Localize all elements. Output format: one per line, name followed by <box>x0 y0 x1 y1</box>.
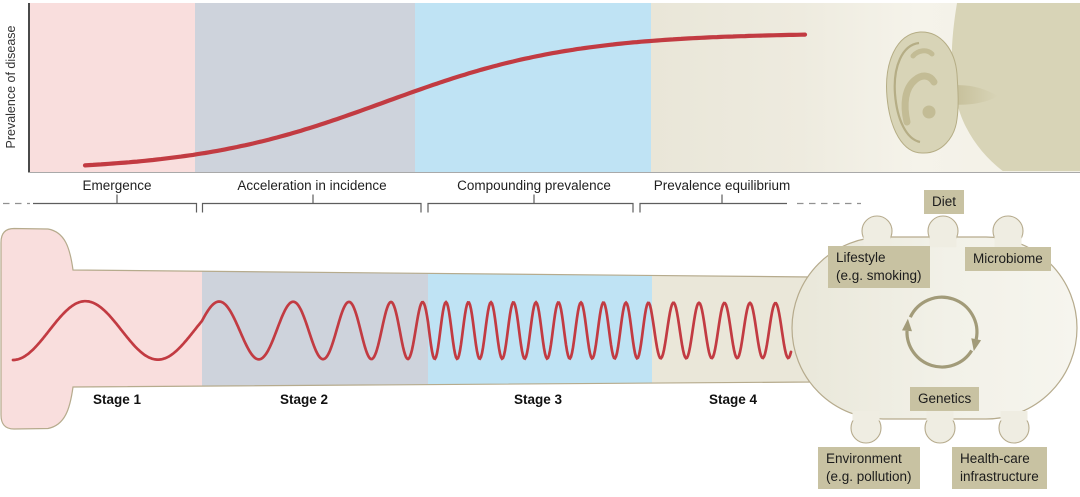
ear-icon <box>886 31 998 154</box>
chart-band-emergence <box>28 3 195 172</box>
factor-label-text: Lifestyle <box>836 250 886 265</box>
factor-label-text: (e.g. smoking) <box>836 268 922 284</box>
factor-label-text: Microbiome <box>973 251 1043 266</box>
cycle-arrows-icon <box>902 295 982 369</box>
factor-label-text: infrastructure <box>960 469 1039 485</box>
factor-label-text: Environment <box>826 451 902 466</box>
chart-band-compounding <box>415 3 651 172</box>
factor-label-genetics: Genetics <box>910 387 980 412</box>
phase-label-equilibrium: Prevalence equilibrium <box>653 178 791 193</box>
phase-label-acceleration: Acceleration in incidence <box>237 178 387 193</box>
stage-label-2: Stage 2 <box>279 392 329 407</box>
stage-label-3: Stage 3 <box>513 392 563 407</box>
bracket-compounding <box>427 202 634 213</box>
factor-label-text: Health-care <box>960 451 1030 466</box>
stage-label-1: Stage 1 <box>92 392 142 407</box>
factor-label-text: Genetics <box>918 391 972 406</box>
factor-label-lifestyle: Lifestyle (e.g. smoking) <box>828 246 930 289</box>
factor-label-microbiome: Microbiome <box>965 247 1051 272</box>
x-axis-line <box>28 171 1080 173</box>
factor-label-healthcare: Health-care infrastructure <box>952 447 1047 490</box>
factor-label-text: Diet <box>932 194 957 209</box>
chart-band-acceleration <box>195 3 415 172</box>
bracket-emergence <box>33 202 198 213</box>
incidence-wave <box>11 299 793 362</box>
stage-label-4: Stage 4 <box>708 392 758 407</box>
factor-label-diet: Diet <box>924 190 965 215</box>
prevalence-curve <box>82 32 808 168</box>
factor-label-environment: Environment (e.g. pollution) <box>818 447 920 490</box>
head-silhouette <box>951 3 1080 171</box>
factor-label-text: (e.g. pollution) <box>826 469 912 485</box>
bracket-equilibrium <box>639 202 787 213</box>
bracket-acceleration <box>201 202 422 213</box>
phase-label-emergence: Emergence <box>82 178 152 193</box>
phase-label-compounding: Compounding prevalence <box>457 178 611 193</box>
stage-brackets <box>3 194 861 213</box>
y-axis-line <box>28 3 30 172</box>
